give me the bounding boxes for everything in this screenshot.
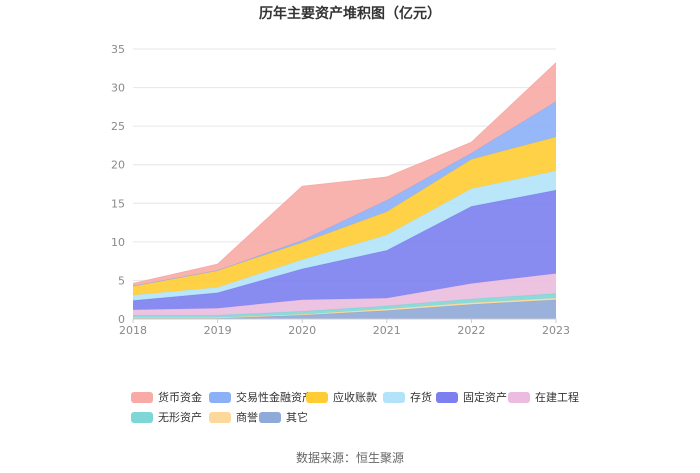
legend-swatch	[209, 392, 231, 403]
area-应收账款	[133, 136, 556, 296]
area-存货	[133, 170, 556, 301]
legend-label: 无形资产	[158, 410, 202, 424]
legend-swatch	[131, 392, 153, 403]
legend-label: 商誉	[236, 410, 258, 424]
legend-label: 交易性金融资产	[236, 390, 313, 404]
line-无形资产	[133, 293, 557, 316]
legend-swatch	[131, 412, 153, 423]
legend-label: 在建工程	[535, 390, 579, 404]
legend-label: 应收账款	[333, 390, 377, 404]
y-tick-label: 0	[118, 313, 125, 326]
axis-layer: 0 5 10 15 20 25 30 35 2018 2019 2020 2021 2022 2023	[111, 43, 570, 337]
y-tick-label: 5	[118, 274, 125, 287]
y-tick-label: 30	[111, 82, 125, 95]
chart-title: 历年主要资产堆积图（亿元）	[259, 5, 441, 22]
area-layer	[132, 62, 557, 319]
line-货币资金	[132, 62, 557, 285]
legend-item: 固定资产	[436, 390, 507, 404]
legend-item: 应收账款	[306, 390, 377, 404]
x-tick-label: 2019	[204, 324, 232, 337]
data-source: 数据来源：恒生聚源	[296, 450, 404, 465]
legend-label: 其它	[286, 410, 308, 424]
y-tick-label: 25	[111, 120, 125, 133]
legend-item: 货币资金	[131, 390, 202, 404]
legend-item: 在建工程	[508, 390, 579, 404]
legend-swatch	[508, 392, 530, 403]
legend-swatch	[436, 392, 458, 403]
legend-swatch	[209, 412, 231, 423]
y-tick-label: 35	[111, 43, 125, 56]
legend-label: 固定资产	[463, 390, 507, 404]
y-tick-label: 20	[111, 159, 125, 172]
legend-label: 存货	[410, 390, 432, 404]
area-固定资产	[133, 190, 556, 310]
legend-label: 货币资金	[158, 390, 202, 404]
x-tick-label: 2023	[542, 324, 570, 337]
area-其它	[133, 299, 556, 319]
legend-item: 其它	[259, 410, 308, 424]
x-tick-label: 2020	[288, 324, 316, 337]
area-在建工程	[133, 273, 556, 316]
x-tick-label: 2022	[457, 324, 485, 337]
legend-swatch	[383, 392, 405, 403]
legend-swatch	[306, 392, 328, 403]
x-tick-label: 2021	[373, 324, 401, 337]
legend-item: 无形资产	[131, 410, 202, 424]
y-tick-label: 15	[111, 197, 125, 210]
legend-item: 存货	[383, 390, 432, 404]
legend-item: 商誉	[209, 410, 258, 424]
legend-item: 交易性金融资产	[209, 390, 313, 404]
x-tick-label: 2018	[119, 324, 147, 337]
legend-swatch	[259, 412, 281, 423]
y-tick-label: 10	[111, 236, 125, 249]
